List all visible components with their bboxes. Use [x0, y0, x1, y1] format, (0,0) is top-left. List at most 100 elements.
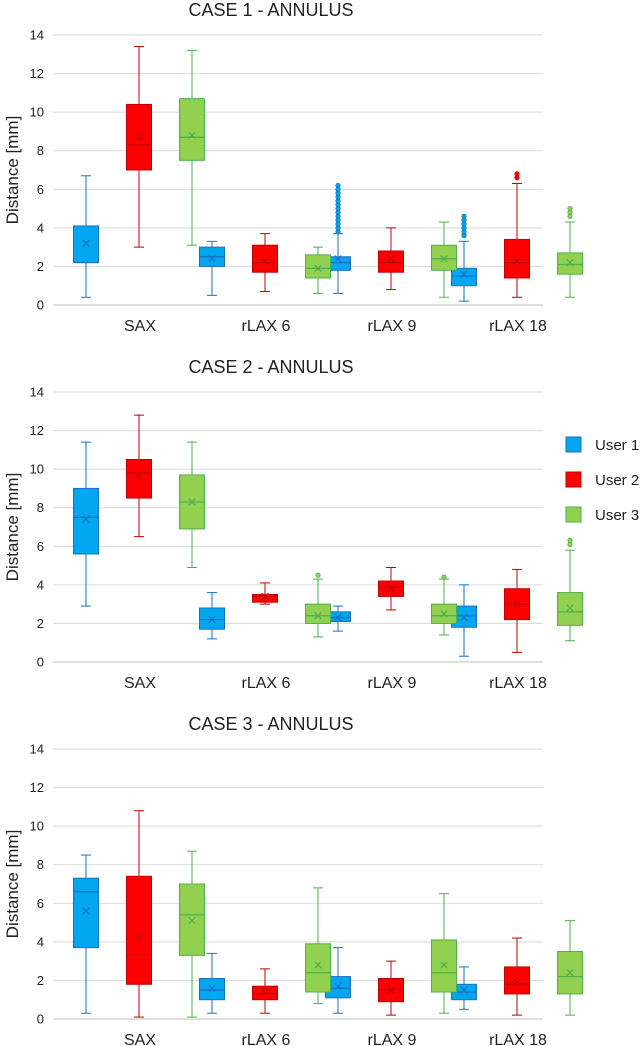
mean-marker-stroke-b — [82, 907, 90, 915]
box-user-3-rlax-9 — [431, 221, 457, 298]
y-axis-label: Distance [mm] — [3, 116, 22, 225]
box-user-2-rlax-6 — [252, 968, 278, 1014]
mean-marker-stroke-b — [440, 255, 448, 263]
legend-swatch — [565, 471, 582, 488]
mean-marker-stroke-b — [314, 264, 322, 272]
y-tick-label: 8 — [37, 857, 44, 872]
box-user-2-rlax-6 — [252, 582, 278, 605]
box-body — [179, 883, 205, 956]
category-label-sax: SAX — [124, 1032, 156, 1046]
category-labels: SAX rLAX 6 rLAX 9 rLAX 18 — [124, 1032, 547, 1046]
box-body — [504, 238, 530, 279]
box-user-2-rlax-18 — [504, 171, 530, 298]
box-user-2-rlax-18 — [504, 568, 530, 653]
box-body — [252, 244, 278, 273]
y-tick-label: 8 — [37, 500, 44, 515]
box-user-2-rlax-6 — [252, 233, 278, 292]
y-tick-label: 6 — [37, 896, 44, 911]
box-body — [73, 487, 99, 555]
box-body — [199, 607, 225, 630]
box-body — [305, 603, 331, 624]
category-labels: SAX rLAX 6 rLAX 9 rLAX 18 — [124, 318, 547, 335]
y-tick-label: 0 — [37, 298, 44, 313]
category-label-rlax-9: rLAX 9 — [368, 1032, 417, 1046]
mean-marker-stroke-b — [440, 610, 448, 618]
box-user-3-rlax-18 — [557, 537, 583, 642]
chart-panel-case-1: CASE 1 - ANNULUS Distance [mm] 0 2 4 6 8 10 12… — [3, 0, 583, 335]
y-tick-label: 10 — [30, 105, 44, 120]
outlier-point — [567, 537, 573, 544]
chart-title: CASE 1 - ANNULUS — [188, 0, 353, 20]
category-label-rlax-9: rLAX 9 — [368, 318, 417, 335]
box-body — [305, 943, 331, 993]
mean-marker-stroke-b — [440, 961, 448, 969]
y-tick-label: 10 — [30, 462, 44, 477]
outlier-point — [461, 213, 467, 219]
box-body — [126, 459, 152, 499]
mean-marker-stroke-b — [513, 978, 521, 986]
legend-item-user-1: User 1 — [565, 436, 639, 454]
box-plots — [73, 46, 583, 302]
y-tick-label: 8 — [37, 143, 44, 158]
mean-marker-stroke-b — [188, 131, 196, 139]
box-plots — [73, 810, 583, 1018]
box-user-2-sax — [126, 414, 152, 538]
box-body — [431, 244, 457, 271]
legend-label: User 2 — [595, 472, 639, 489]
y-tick-label: 2 — [37, 616, 44, 631]
mean-marker-stroke-b — [387, 585, 395, 593]
category-label-sax: SAX — [124, 675, 156, 692]
chart-title: CASE 3 - ANNULUS — [188, 714, 353, 734]
box-user-1-rlax-6 — [199, 592, 225, 640]
box-user-3-rlax-6 — [305, 572, 331, 638]
mean-marker-stroke-b — [334, 614, 342, 622]
box-body — [557, 252, 583, 275]
y-tick-label: 12 — [30, 423, 44, 438]
legend-item-user-3: User 3 — [565, 506, 639, 524]
outlier-point — [335, 182, 341, 189]
mean-marker-stroke-b — [566, 604, 574, 612]
mean-marker-stroke-b — [261, 988, 269, 996]
box-user-3-sax — [179, 49, 205, 246]
box-body — [199, 978, 225, 1001]
mean-marker-stroke-b — [334, 982, 342, 990]
y-axis-label: Distance [mm] — [3, 830, 22, 939]
category-label-rlax-6: rLAX 6 — [242, 318, 291, 335]
box-body — [179, 98, 205, 161]
mean-marker-stroke-b — [188, 498, 196, 506]
mean-marker-stroke-b — [460, 986, 468, 994]
box-user-1-sax — [73, 854, 99, 1014]
mean-marker-stroke-b — [387, 255, 395, 263]
box-body — [73, 225, 99, 264]
box-user-1-rlax-9 — [325, 182, 351, 294]
box-body — [451, 267, 477, 287]
chart-panel-case-3: CASE 3 - ANNULUS Distance [mm] 0 2 4 6 8 10 12… — [3, 714, 583, 1046]
box-body — [126, 875, 152, 985]
box-user-3-rlax-9 — [431, 893, 457, 1014]
box-plots — [73, 414, 583, 657]
box-user-3-rlax-9 — [431, 574, 457, 636]
mean-marker-stroke-b — [334, 255, 342, 263]
box-user-2-rlax-9 — [378, 960, 404, 1016]
y-tick-label: 0 — [37, 655, 44, 670]
y-tick-label: 0 — [37, 1012, 44, 1027]
box-user-1-sax — [73, 175, 99, 298]
y-tick-label: 6 — [37, 182, 44, 197]
category-label-rlax-6: rLAX 6 — [242, 1032, 291, 1046]
y-tick-labels: 0 2 4 6 8 10 12 14 — [30, 742, 44, 1027]
box-user-2-sax — [126, 46, 152, 248]
box-user-3-rlax-6 — [305, 246, 331, 294]
mean-marker-stroke-b — [513, 257, 521, 265]
mean-marker-stroke-b — [387, 986, 395, 994]
y-tick-label: 4 — [37, 220, 44, 235]
y-tick-label: 4 — [37, 934, 44, 949]
box-body — [431, 939, 457, 993]
y-tick-label: 2 — [37, 259, 44, 274]
y-tick-labels: 0 2 4 6 8 10 12 14 — [30, 385, 44, 670]
box-body — [252, 985, 278, 1001]
mean-marker-stroke-b — [208, 615, 216, 624]
y-axis-label: Distance [mm] — [3, 473, 22, 582]
outlier-point — [567, 205, 573, 212]
box-user-3-rlax-18 — [557, 205, 583, 298]
box-user-1-sax — [73, 441, 99, 607]
